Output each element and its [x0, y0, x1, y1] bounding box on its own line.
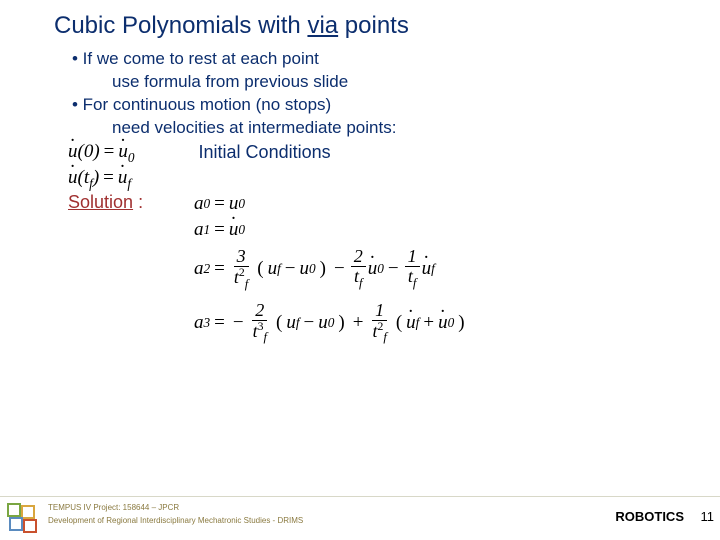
bullet-list: • If we come to rest at each point use f… — [72, 48, 696, 140]
initial-conditions-label: Initial Conditions — [199, 142, 331, 163]
title-suffix: points — [338, 12, 409, 39]
arg0: (0) — [78, 141, 100, 162]
slide-title: Cubic Polynomials with via points — [54, 12, 696, 40]
bullet-2: • For continuous motion (no stops) — [72, 94, 696, 117]
coefficient-block: a0 = u0 a1 = u0 a2 = 3 t2f (uf−u0) − 2 t… — [194, 193, 696, 345]
slide-footer: TEMPUS IV Project: 158644 – JPCR Develop… — [0, 496, 720, 540]
title-prefix: Cubic Polynomials with — [54, 12, 307, 39]
slide-body: Cubic Polynomials with via points • If w… — [0, 0, 720, 345]
coeff-a3: a3 = − 2 t3f (uf−u0) + 1 t2f (uf+u0) — [194, 301, 696, 345]
initial-condition-2: u(tf)=uf — [68, 168, 696, 190]
tempus-logo-icon — [6, 502, 38, 534]
sub0: 0 — [128, 151, 135, 164]
page-number: 11 — [701, 509, 715, 524]
footer-line-1: TEMPUS IV Project: 158644 – JPCR — [48, 503, 708, 512]
bullet-1-sub: use formula from previous slide — [112, 71, 696, 94]
footer-brand: ROBOTICS — [615, 509, 684, 524]
bullet-2-sub: need velocities at intermediate points: — [112, 117, 696, 140]
bullet-1: • If we come to rest at each point — [72, 48, 696, 71]
coeff-a1: a1 = u0 — [194, 219, 696, 241]
initial-condition-1: u(0)=u0 Initial Conditions — [68, 142, 696, 164]
coeff-a0: a0 = u0 — [194, 193, 696, 215]
udot2: u — [68, 168, 78, 187]
coeff-a2: a2 = 3 t2f (uf−u0) − 2 tf u0 − 1 tf uf — [194, 247, 696, 291]
footer-line-2: Development of Regional Interdisciplinar… — [48, 516, 708, 525]
udotf: u — [118, 168, 128, 187]
title-via: via — [307, 12, 338, 39]
